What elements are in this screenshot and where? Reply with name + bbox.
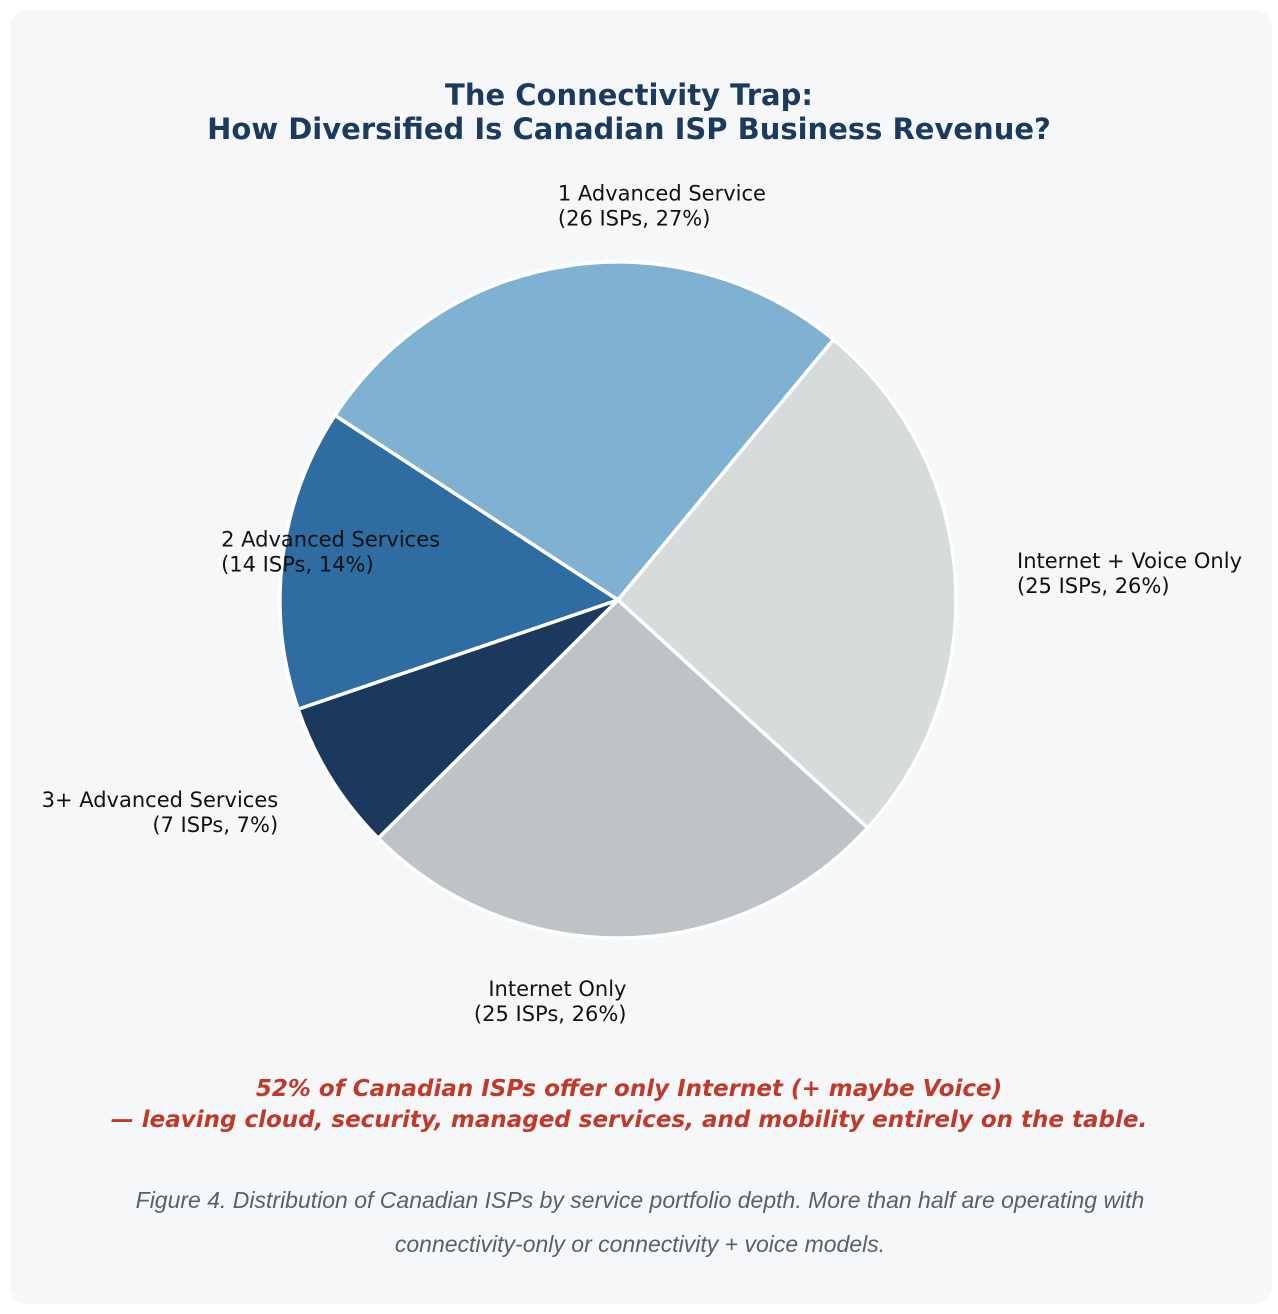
slice-label-2-advanced-services: 2 Advanced Services (14 ISPs, 14%) [221, 527, 440, 576]
slice-label-value: (14 ISPs, 14%) [221, 552, 374, 576]
slice-label-name: 3+ Advanced Services [42, 788, 279, 812]
pie-slice-internet-only [376, 598, 870, 940]
slice-label-value: (7 ISPs, 7%) [152, 813, 278, 837]
figure-caption: Figure 4. Distribution of Canadian ISPs … [135, 1187, 1145, 1257]
pie-slice-1-advanced-service [333, 260, 836, 602]
slice-label-name: 1 Advanced Service [558, 182, 766, 206]
callout-line-1: 52% of Canadian ISPs offer only Internet… [255, 1076, 1003, 1102]
slice-label-internet-voice-only: Internet + Voice Only (25 ISPs, 26%) [1017, 549, 1242, 598]
callout-line-2: — leaving cloud, security, managed servi… [110, 1107, 1148, 1133]
slice-label-value: (25 ISPs, 26%) [1017, 574, 1170, 598]
slice-label-name: 2 Advanced Services [221, 527, 440, 551]
slice-label-name: Internet Only [488, 977, 626, 1001]
slice-label-1-advanced-service: 1 Advanced Service (26 ISPs, 27%) [558, 182, 766, 231]
pie-slice-2-advanced-services [278, 413, 620, 711]
slice-label-value: (25 ISPs, 26%) [474, 1002, 627, 1026]
slice-label-3-advanced-services: 3+ Advanced Services (7 ISPs, 7%) [42, 788, 279, 837]
slice-label-internet-only: Internet Only (25 ISPs, 26%) [474, 977, 627, 1026]
chart-title-line-1: The Connectivity Trap: [445, 78, 813, 112]
chart-title: The Connectivity Trap: How Diversified I… [10, 78, 1248, 146]
slice-label-value: (26 ISPs, 27%) [558, 207, 711, 231]
pie-slice-internet-voice-only [616, 337, 958, 830]
chart-title-line-2: How Diversified Is Canadian ISP Business… [207, 112, 1051, 146]
figure-card: The Connectivity Trap: How Diversified I… [10, 10, 1272, 1304]
pie-chart: 1 Advanced Service (26 ISPs, 27%) 2 Advanc… [42, 182, 1242, 1026]
pie-slice-3-advanced-services [296, 598, 620, 841]
key-insight-callout: 52% of Canadian ISPs offer only Internet… [10, 1074, 1248, 1136]
slice-label-name: Internet + Voice Only [1017, 549, 1242, 573]
